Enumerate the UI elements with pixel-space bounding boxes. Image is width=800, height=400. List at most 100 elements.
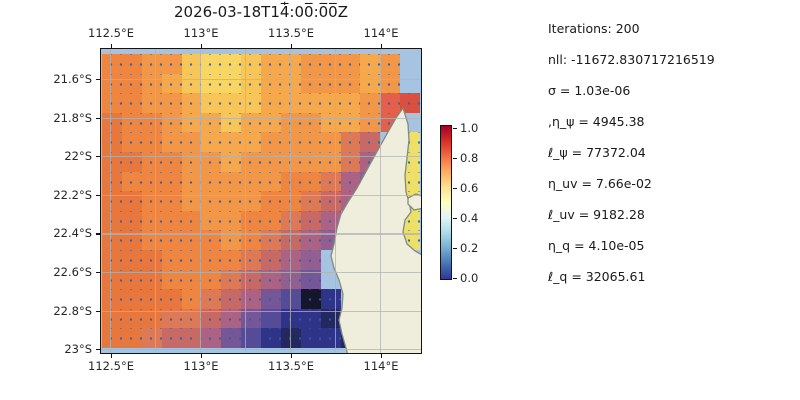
graticule-parallel	[100, 79, 422, 81]
x-tick-label: 112.5°E	[88, 26, 134, 40]
x-tick-labels-bottom: 112.5°E 113°E 113.5°E 114°E	[88, 359, 422, 373]
mesh-cell	[102, 191, 122, 211]
mesh-cell	[161, 210, 182, 231]
mesh-cell	[102, 308, 122, 329]
mesh-cell	[261, 132, 281, 152]
mesh-cell	[261, 269, 281, 290]
x-tick-label: 114°E	[363, 359, 399, 373]
mesh-cell	[221, 171, 242, 192]
y-tick-label: 22.4°S	[53, 226, 92, 241]
x-tick-label: 113.5°E	[268, 359, 314, 373]
mesh-cell	[221, 328, 242, 348]
graticule-parallel	[100, 194, 422, 196]
mesh-cell	[181, 230, 202, 250]
mesh-cell	[121, 230, 142, 250]
mesh-cell	[221, 250, 242, 270]
graticule-meridian	[155, 48, 157, 354]
mesh-cell	[380, 93, 401, 113]
mesh-cell	[300, 54, 321, 74]
map-axes	[100, 48, 422, 354]
stat-line: ℓ_q = 32065.61	[548, 269, 646, 284]
stat-line: η_q = 4.10e-05	[548, 238, 645, 253]
mesh-cell	[300, 171, 321, 192]
x-tick-mark	[111, 354, 113, 358]
colorbar-tick-label: 0.8	[460, 151, 479, 165]
mesh-cell	[161, 269, 182, 290]
mesh-cell	[141, 93, 162, 113]
y-tick-label: 23°S	[64, 342, 92, 357]
mesh-cell	[181, 93, 202, 113]
mesh-cell	[121, 73, 142, 94]
y-tick-labels: 21.6°S 21.8°S 22°S 22.2°S 22.4°S 22.6°S 22.8°S…	[0, 48, 94, 357]
stat-line: nll: -11672.830717216519	[548, 52, 715, 67]
mesh-cell	[102, 210, 122, 231]
mesh-cell	[141, 230, 162, 250]
mesh-cell	[161, 308, 182, 329]
mesh-cell	[360, 132, 381, 152]
mesh-cell	[121, 54, 142, 74]
mesh-cell	[221, 210, 242, 231]
mesh-cell	[201, 289, 222, 309]
mesh-cell	[161, 73, 182, 94]
mesh-cell	[141, 132, 162, 152]
x-tick-label: 113°E	[183, 359, 219, 373]
y-tick-label: 22°S	[64, 149, 92, 164]
mesh-cell	[102, 250, 122, 270]
mesh-cell	[141, 308, 162, 329]
mesh-cell	[102, 93, 122, 113]
graticule-meridian	[335, 48, 337, 354]
mesh-cell	[181, 171, 202, 192]
mesh-cell	[261, 191, 281, 211]
mesh-cell	[102, 328, 122, 348]
mesh-cell	[181, 328, 202, 348]
mesh-cell	[221, 93, 242, 113]
mesh-cell	[141, 269, 162, 290]
mesh-cell	[121, 269, 142, 290]
mesh-cell	[181, 289, 202, 309]
stat-line: η_uv = 7.66e-02	[548, 176, 652, 191]
colorbar-tick-label: 1.0	[460, 121, 479, 135]
mesh-cell	[201, 250, 222, 270]
mesh-cell	[141, 191, 162, 211]
mesh-cell	[102, 289, 122, 309]
mesh-cell	[161, 328, 182, 348]
stat-line: Iterations: 200	[548, 21, 640, 36]
mesh-cell	[300, 308, 321, 329]
mesh-cell	[360, 54, 381, 74]
colorbar-gradient	[441, 126, 451, 279]
mesh-cell	[181, 191, 202, 211]
mesh-cell	[121, 191, 142, 211]
mesh-cell	[201, 132, 222, 152]
mesh-cell	[261, 308, 281, 329]
mesh-cell	[121, 250, 142, 270]
mesh-cell	[380, 73, 401, 94]
colorbar-tick-mark	[453, 128, 457, 130]
mesh-cell	[300, 191, 321, 211]
mesh-cell	[201, 328, 222, 348]
mesh-cell	[300, 93, 321, 113]
mesh-cell	[141, 54, 162, 74]
graticule-meridian	[200, 48, 202, 354]
stat-line: ℓ_ψ = 77372.04	[548, 145, 646, 160]
mesh-cell	[300, 230, 321, 250]
colorbar-tick-label: 0.0	[460, 271, 479, 285]
mesh-cell	[161, 132, 182, 152]
y-tick-label: 21.6°S	[53, 72, 92, 86]
graticule-parallel	[100, 156, 422, 158]
mesh-cell	[121, 171, 142, 192]
mesh-cell	[221, 308, 242, 329]
x-tick-label: 113.5°E	[268, 26, 314, 40]
mesh-cell	[360, 93, 381, 113]
mesh-cell	[221, 132, 242, 152]
mesh-cell	[181, 250, 202, 270]
mesh-cell	[261, 93, 281, 113]
mesh-cell	[261, 210, 281, 231]
colorbar-tick-mark	[453, 158, 457, 160]
x-tick-label: 114°E	[363, 26, 399, 40]
y-tick-label: 21.8°S	[53, 110, 92, 125]
colorbar-tick-label: 0.4	[460, 211, 479, 225]
stats-panel: Iterations: 200 nll: -11672.830717216519 σ…	[548, 13, 798, 292]
mesh-cell	[102, 73, 122, 94]
mesh-cell	[221, 230, 242, 250]
